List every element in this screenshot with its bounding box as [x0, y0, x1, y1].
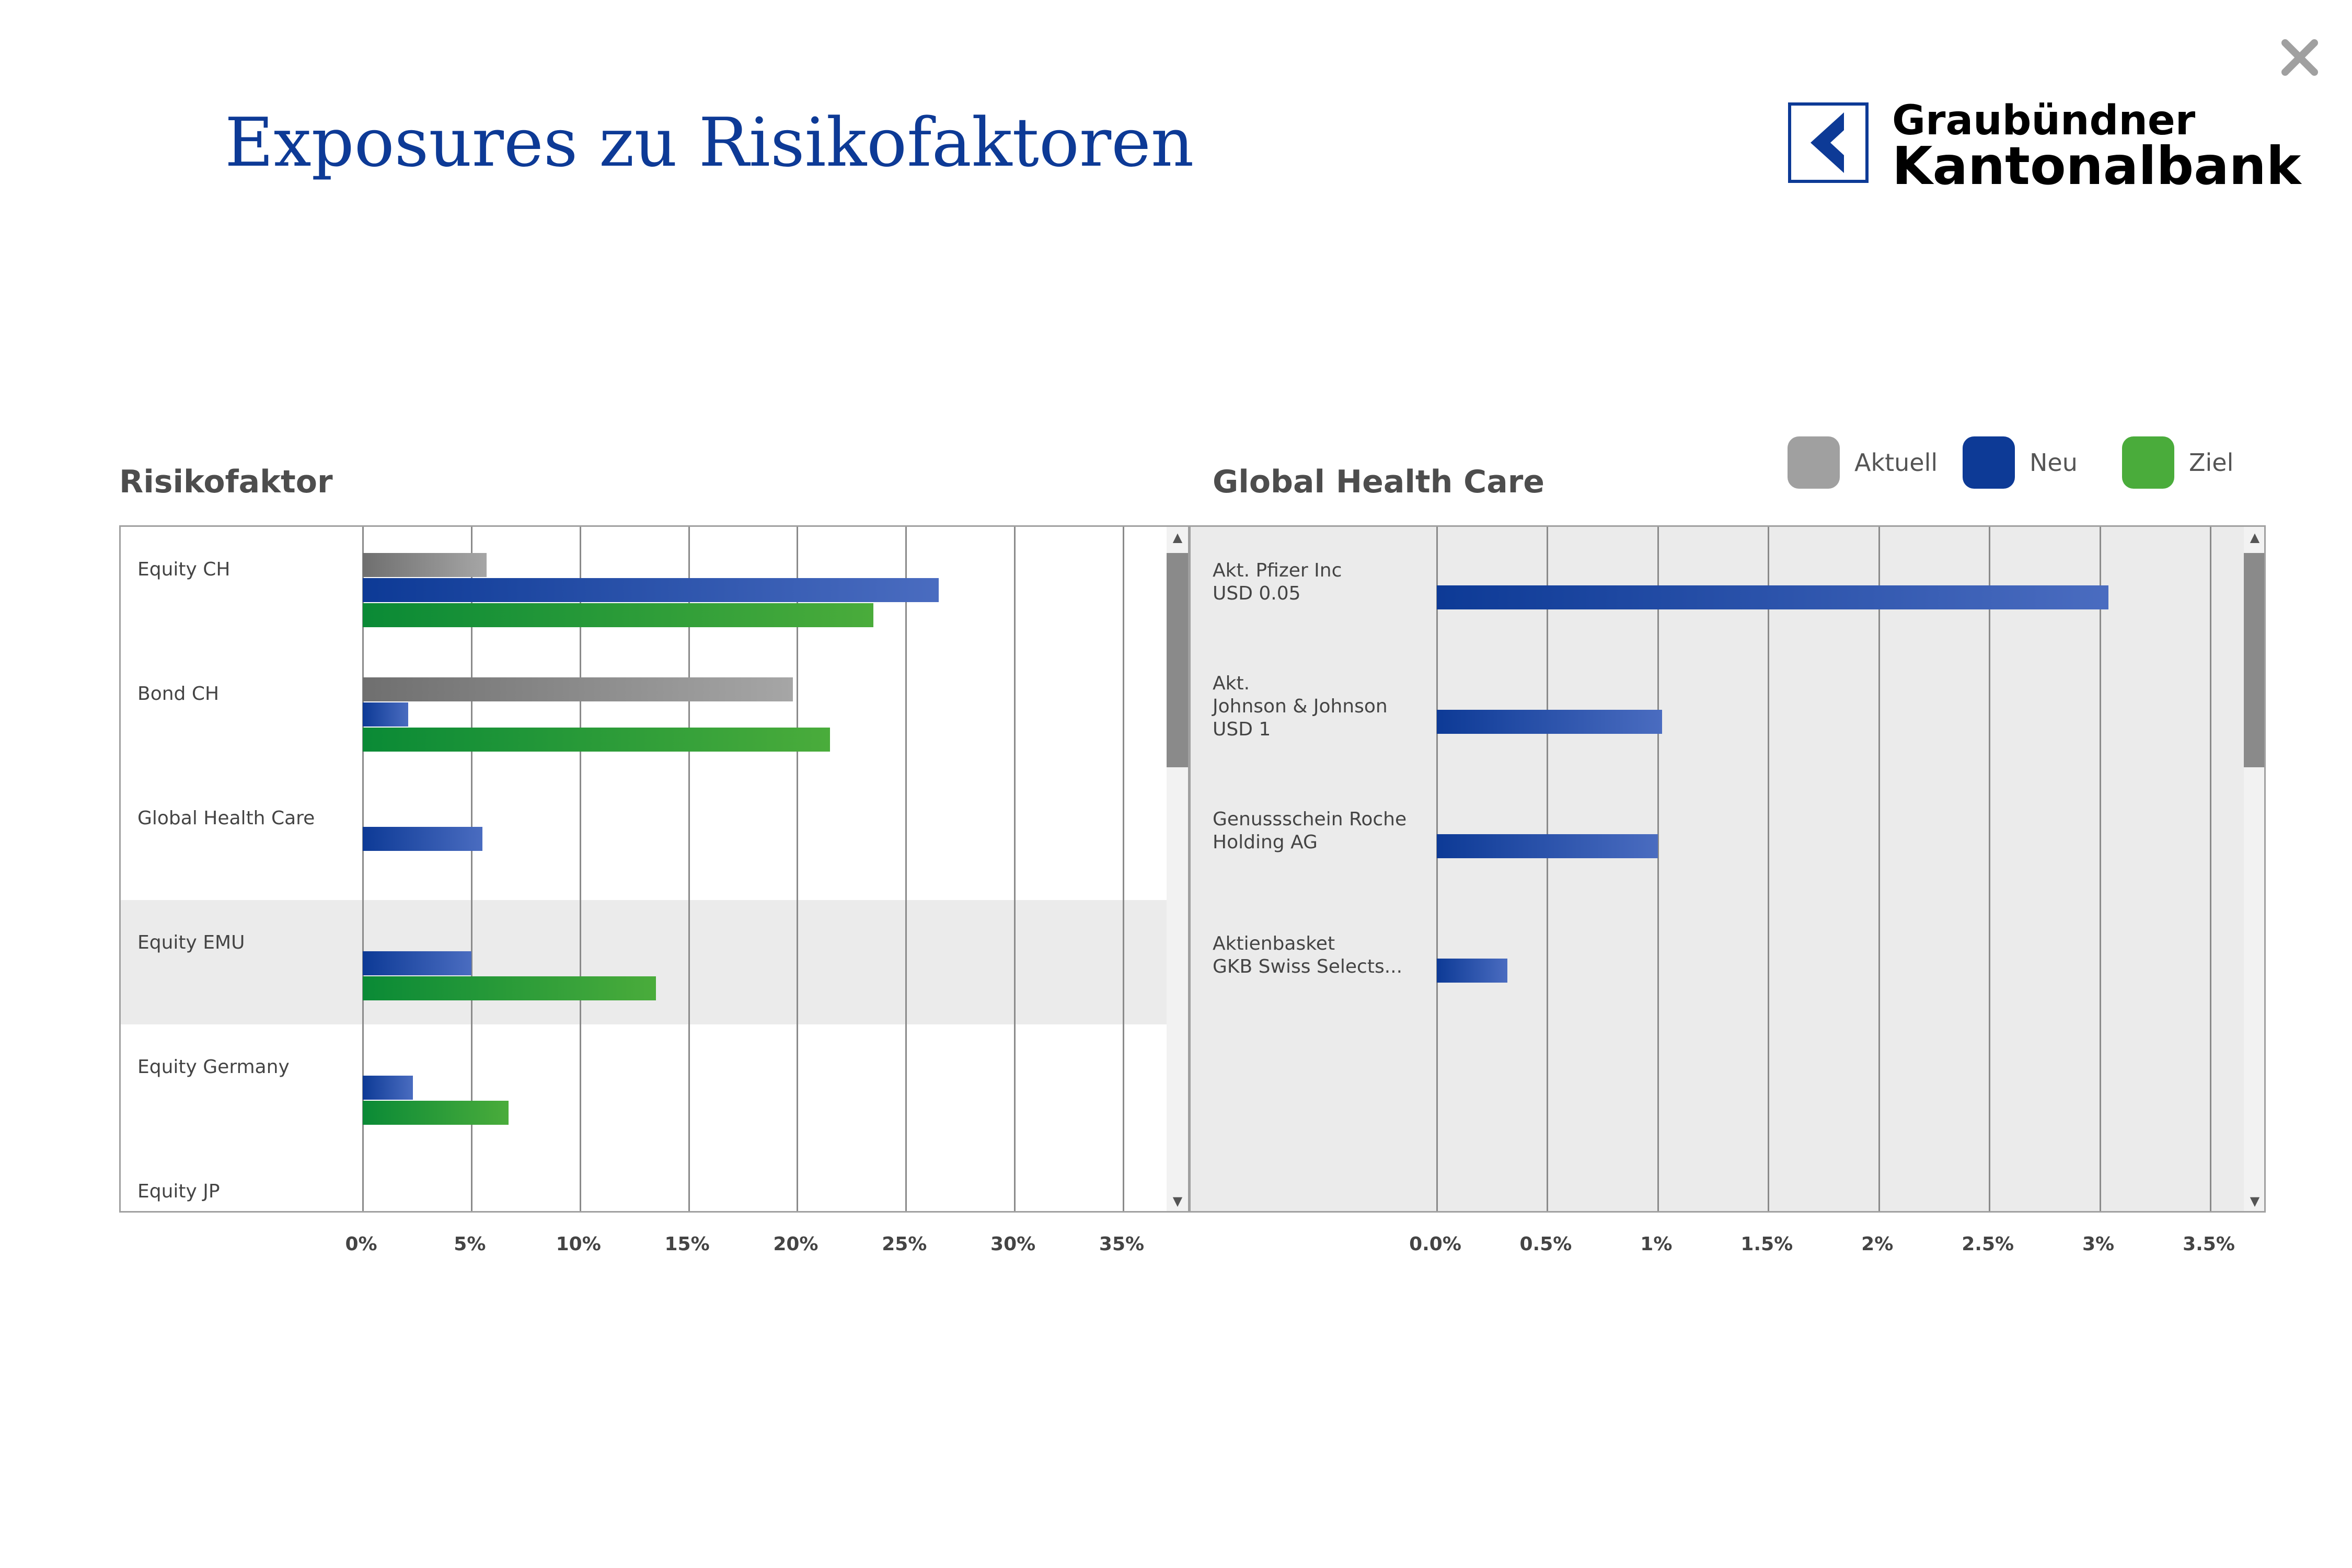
bank-logo-icon	[1788, 102, 1869, 183]
ghc-grid-line	[1989, 527, 1991, 1211]
left-chart-title: Risikofaktor	[119, 464, 333, 500]
rf-grid-line	[688, 527, 690, 1211]
rf-bar-neu[interactable]	[363, 702, 409, 727]
ghc-tick-label: 1%	[1640, 1233, 1673, 1255]
rf-tick-label: 20%	[773, 1233, 818, 1255]
rf-tick-label: 5%	[454, 1233, 486, 1255]
risikofaktor-chart: Equity CH Bond CH Global Health Care Equity…	[119, 525, 1190, 1213]
rf-bar-ziel[interactable]	[363, 1101, 509, 1125]
rf-category-label: Equity CH	[137, 559, 230, 580]
close-icon[interactable]	[2274, 31, 2326, 84]
legend-label-ziel: Ziel	[2189, 448, 2234, 477]
rf-bar-neu[interactable]	[363, 1076, 413, 1100]
rf-category-label: Bond CH	[137, 683, 220, 705]
rf-category-label: Equity JP	[137, 1181, 220, 1202]
ghc-scroll-down-icon[interactable]: ▼	[2250, 1194, 2260, 1208]
ghc-category-label: Genussschein Roche Holding AG	[1213, 809, 1407, 853]
ghc-bar-neu[interactable]	[1437, 710, 1663, 734]
ghc-scroll-up-icon[interactable]: ▲	[2250, 530, 2260, 545]
legend-label-neu: Neu	[2030, 448, 2078, 477]
legend-item-aktuell[interactable]: Aktuell	[1788, 436, 1938, 489]
ghc-grid-line	[1547, 527, 1549, 1211]
rf-tick-label: 25%	[882, 1233, 927, 1255]
legend-item-neu[interactable]: Neu	[1963, 436, 2078, 489]
ghc-grid-line	[1878, 527, 1880, 1211]
ghc-category-label: Akt. Pfizer Inc USD 0.05	[1213, 560, 1342, 604]
rf-tick-label: 10%	[556, 1233, 601, 1255]
rf-row-highlight	[121, 900, 1167, 1024]
rf-grid-line	[362, 527, 364, 1211]
bank-logo: Graubündner Kantonalbank	[1788, 97, 2301, 193]
rf-scroll-down-icon[interactable]: ▼	[1172, 1194, 1183, 1208]
right-chart-title: Global Health Care	[1213, 464, 1544, 500]
rf-bar-ziel[interactable]	[363, 976, 656, 1000]
ghc-tick-label: 0.0%	[1409, 1233, 1461, 1255]
ghc-category-label: Aktienbasket GKB Swiss Selects...	[1213, 933, 1403, 977]
rf-bar-neu[interactable]	[363, 827, 482, 851]
legend: Aktuell Neu Ziel	[1788, 436, 2258, 489]
ghc-tick-label: 3%	[2082, 1233, 2115, 1255]
rf-grid-line	[1014, 527, 1016, 1211]
ghc-category-label: Akt. Johnson & Johnson USD 1	[1213, 673, 1388, 740]
legend-label-aktuell: Aktuell	[1854, 448, 1938, 477]
rf-bar-ziel[interactable]	[363, 728, 830, 752]
legend-swatch-ziel	[2122, 436, 2174, 489]
rf-category-label: Equity Germany	[137, 1056, 290, 1078]
ghc-tick-label: 2.5%	[1962, 1233, 2014, 1255]
logo-text-line1: Graubündner	[1892, 97, 2196, 144]
rf-category-label: Equity EMU	[137, 932, 245, 953]
ghc-tick-label: 3.5%	[2183, 1233, 2235, 1255]
logo-text-line2: Kantonalbank	[1892, 135, 2301, 197]
rf-bar-aktuell[interactable]	[363, 677, 793, 701]
rf-category-label: Global Health Care	[137, 808, 315, 829]
rf-tick-label: 15%	[664, 1233, 710, 1255]
rf-tick-label: 0%	[345, 1233, 377, 1255]
rf-grid-line	[1123, 527, 1124, 1211]
ghc-grid-line	[2210, 527, 2211, 1211]
rf-grid-line	[470, 527, 472, 1211]
ghc-grid-line	[1436, 527, 1438, 1211]
legend-swatch-aktuell	[1788, 436, 1840, 489]
rf-scroll-up-icon[interactable]: ▲	[1172, 530, 1183, 545]
ghc-bar-neu[interactable]	[1437, 959, 1508, 983]
global-health-care-chart: Akt. Pfizer Inc USD 0.05 Akt. Johnson & J…	[1189, 525, 2266, 1213]
page-title: Exposures zu Risikofaktoren	[225, 104, 1194, 182]
ghc-grid-line	[1657, 527, 1659, 1211]
rf-tick-label: 35%	[1099, 1233, 1145, 1255]
rf-grid-line	[579, 527, 581, 1211]
rf-bar-neu[interactable]	[363, 578, 939, 602]
rf-scrollbar-thumb[interactable]	[1167, 553, 1188, 767]
legend-item-ziel[interactable]: Ziel	[2122, 436, 2233, 489]
ghc-scrollbar-thumb[interactable]	[2244, 553, 2264, 767]
ghc-tick-label: 1.5%	[1740, 1233, 1793, 1255]
rf-grid-line	[797, 527, 799, 1211]
rf-bar-aktuell[interactable]	[363, 553, 487, 577]
legend-swatch-neu	[1963, 436, 2015, 489]
ghc-grid-line	[1768, 527, 1770, 1211]
ghc-bar-neu[interactable]	[1437, 585, 2109, 609]
ghc-grid-line	[2099, 527, 2101, 1211]
rf-bar-neu[interactable]	[363, 951, 471, 975]
ghc-bar-neu[interactable]	[1437, 834, 1658, 858]
rf-grid-line	[905, 527, 907, 1211]
ghc-tick-label: 2%	[1861, 1233, 1894, 1255]
ghc-tick-label: 0.5%	[1519, 1233, 1572, 1255]
rf-bar-ziel[interactable]	[363, 603, 873, 627]
rf-tick-label: 30%	[990, 1233, 1036, 1255]
